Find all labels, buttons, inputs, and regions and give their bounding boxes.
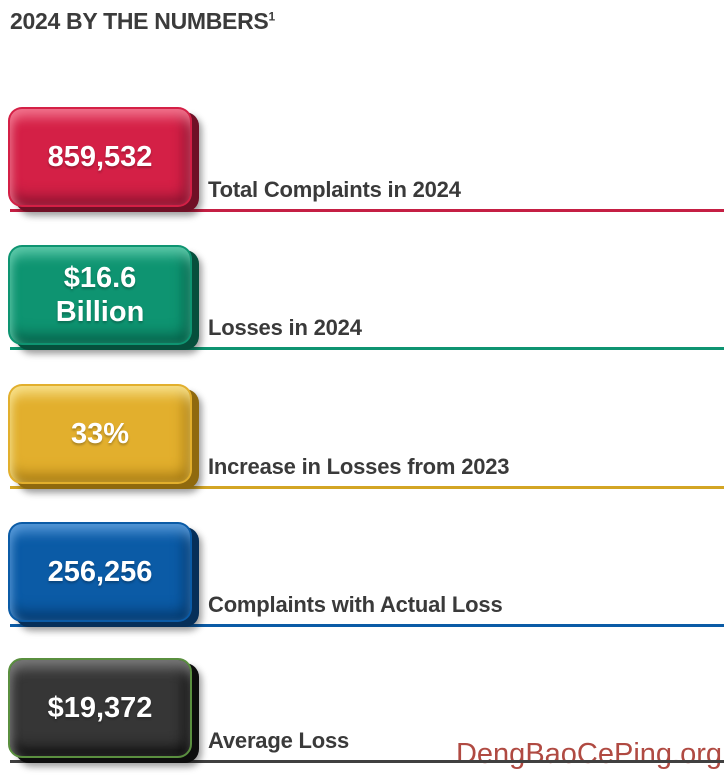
stat-row-average-loss: $19,372 Average Loss — [0, 658, 724, 766]
stat-value: 33% — [70, 417, 130, 450]
stat-value-badge: 33% — [8, 384, 192, 484]
page-title: 2024 BY THE NUMBERS1 — [10, 8, 275, 35]
stat-label: Average Loss — [208, 728, 350, 753]
stat-value-badge: $16.6 Billion — [8, 245, 192, 345]
stat-row-complaints-with-loss: 256,256 Complaints with Actual Loss — [0, 522, 724, 630]
stat-underline — [10, 624, 724, 627]
footnote-marker: 1 — [268, 9, 275, 24]
page-title-text: 2024 BY THE NUMBERS — [10, 8, 269, 34]
stat-underline — [10, 760, 724, 763]
stat-label: Losses in 2024 — [208, 315, 362, 340]
stat-underline — [10, 209, 724, 212]
stat-value-badge: 256,256 — [8, 522, 192, 622]
stat-row-losses: $16.6 Billion Losses in 2024 — [0, 245, 724, 353]
stat-value: 256,256 — [47, 555, 153, 588]
stat-underline — [10, 347, 724, 350]
stat-underline — [10, 486, 724, 489]
stat-value: $16.6 Billion — [55, 261, 145, 328]
stat-value-badge: 859,532 — [8, 107, 192, 207]
stat-value: 859,532 — [47, 140, 153, 173]
watermark: DengBaoCePing.org — [455, 738, 722, 770]
stat-label: Total Complaints in 2024 — [208, 177, 461, 202]
stat-value-badge: $19,372 — [8, 658, 192, 758]
stat-row-loss-increase: 33% Increase in Losses from 2023 — [0, 384, 724, 492]
stat-value: $19,372 — [47, 691, 153, 724]
stat-label: Increase in Losses from 2023 — [208, 454, 510, 479]
stat-label: Complaints with Actual Loss — [208, 592, 503, 617]
stat-row-total-complaints: 859,532 Total Complaints in 2024 — [0, 107, 724, 215]
